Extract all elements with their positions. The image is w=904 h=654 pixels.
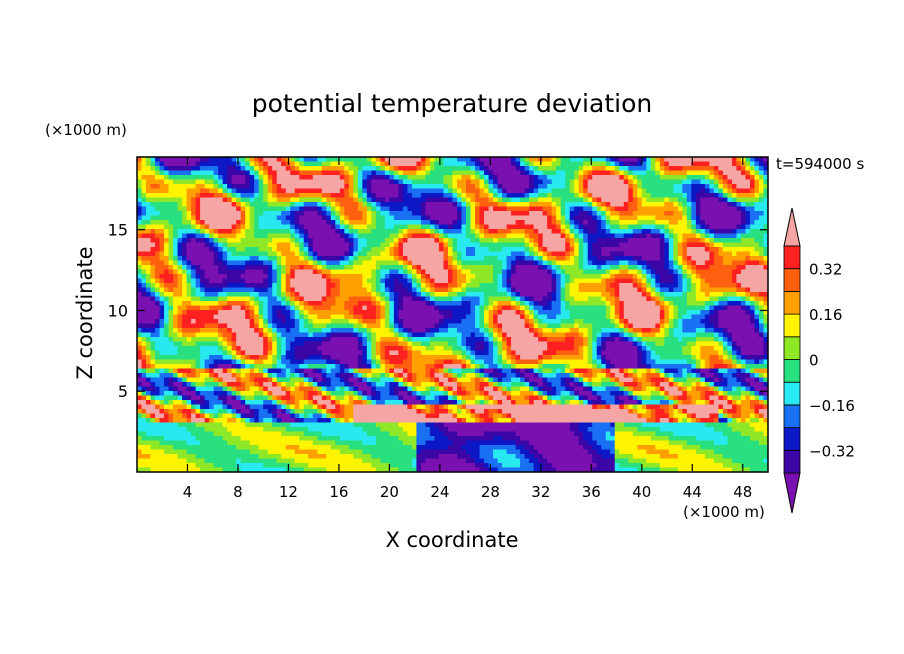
x-tick-label: 44	[683, 483, 702, 501]
colorbar-segment	[783, 313, 801, 338]
x-tick-label: 4	[183, 483, 193, 501]
colorbar-segment	[783, 427, 801, 451]
colorbar-segment	[783, 336, 801, 360]
x-tick-label: 8	[233, 483, 243, 501]
x-axis-label: X coordinate	[385, 528, 518, 552]
y-axis-label: Z coordinate	[73, 246, 97, 379]
colorbar-segment	[783, 449, 801, 474]
colorbar-segment	[783, 381, 801, 406]
colorbar: 0.32 0.16 0 −0.16 −0.32	[783, 207, 855, 514]
y-axis-ticks: 5 10 15	[108, 221, 768, 401]
x-unit-label: (×1000 m)	[683, 503, 765, 521]
colorbar-tick-label: 0	[809, 352, 819, 370]
colorbar-tick-label: 0.16	[809, 306, 842, 324]
x-tick-label: 36	[582, 483, 601, 501]
y-tick-label: 5	[118, 382, 128, 401]
colorbar-segment	[783, 290, 801, 315]
colorbar-segment	[783, 268, 801, 292]
contour-field	[137, 157, 768, 472]
x-tick-label: 48	[733, 483, 752, 501]
y-tick-label: 10	[108, 301, 128, 320]
colorbar-segment	[783, 245, 801, 270]
colorbar-segment	[783, 359, 801, 383]
x-axis-ticks: 4 8 12 16 20 24 28 32 36 40 44 48	[183, 157, 752, 501]
colorbar-top-arrow	[783, 207, 801, 247]
x-tick-label: 40	[632, 483, 651, 501]
colorbar-tick-label: −0.32	[809, 442, 855, 460]
x-tick-label: 32	[531, 483, 550, 501]
colorbar-tick-label: −0.16	[809, 397, 855, 415]
y-tick-label: 15	[108, 221, 128, 240]
x-tick-label: 20	[380, 483, 399, 501]
plot-frame	[136, 156, 769, 473]
chart-title: potential temperature deviation	[252, 89, 652, 118]
time-label: t=594000 s	[776, 155, 864, 173]
colorbar-bottom-arrow	[783, 472, 801, 514]
colorbar-segment	[783, 404, 801, 428]
x-tick-label: 28	[481, 483, 500, 501]
y-unit-label: (×1000 m)	[45, 121, 127, 139]
x-tick-label: 24	[430, 483, 449, 501]
colorbar-tick-label: 0.32	[809, 261, 842, 279]
x-tick-label: 12	[279, 483, 298, 501]
x-tick-label: 16	[329, 483, 348, 501]
